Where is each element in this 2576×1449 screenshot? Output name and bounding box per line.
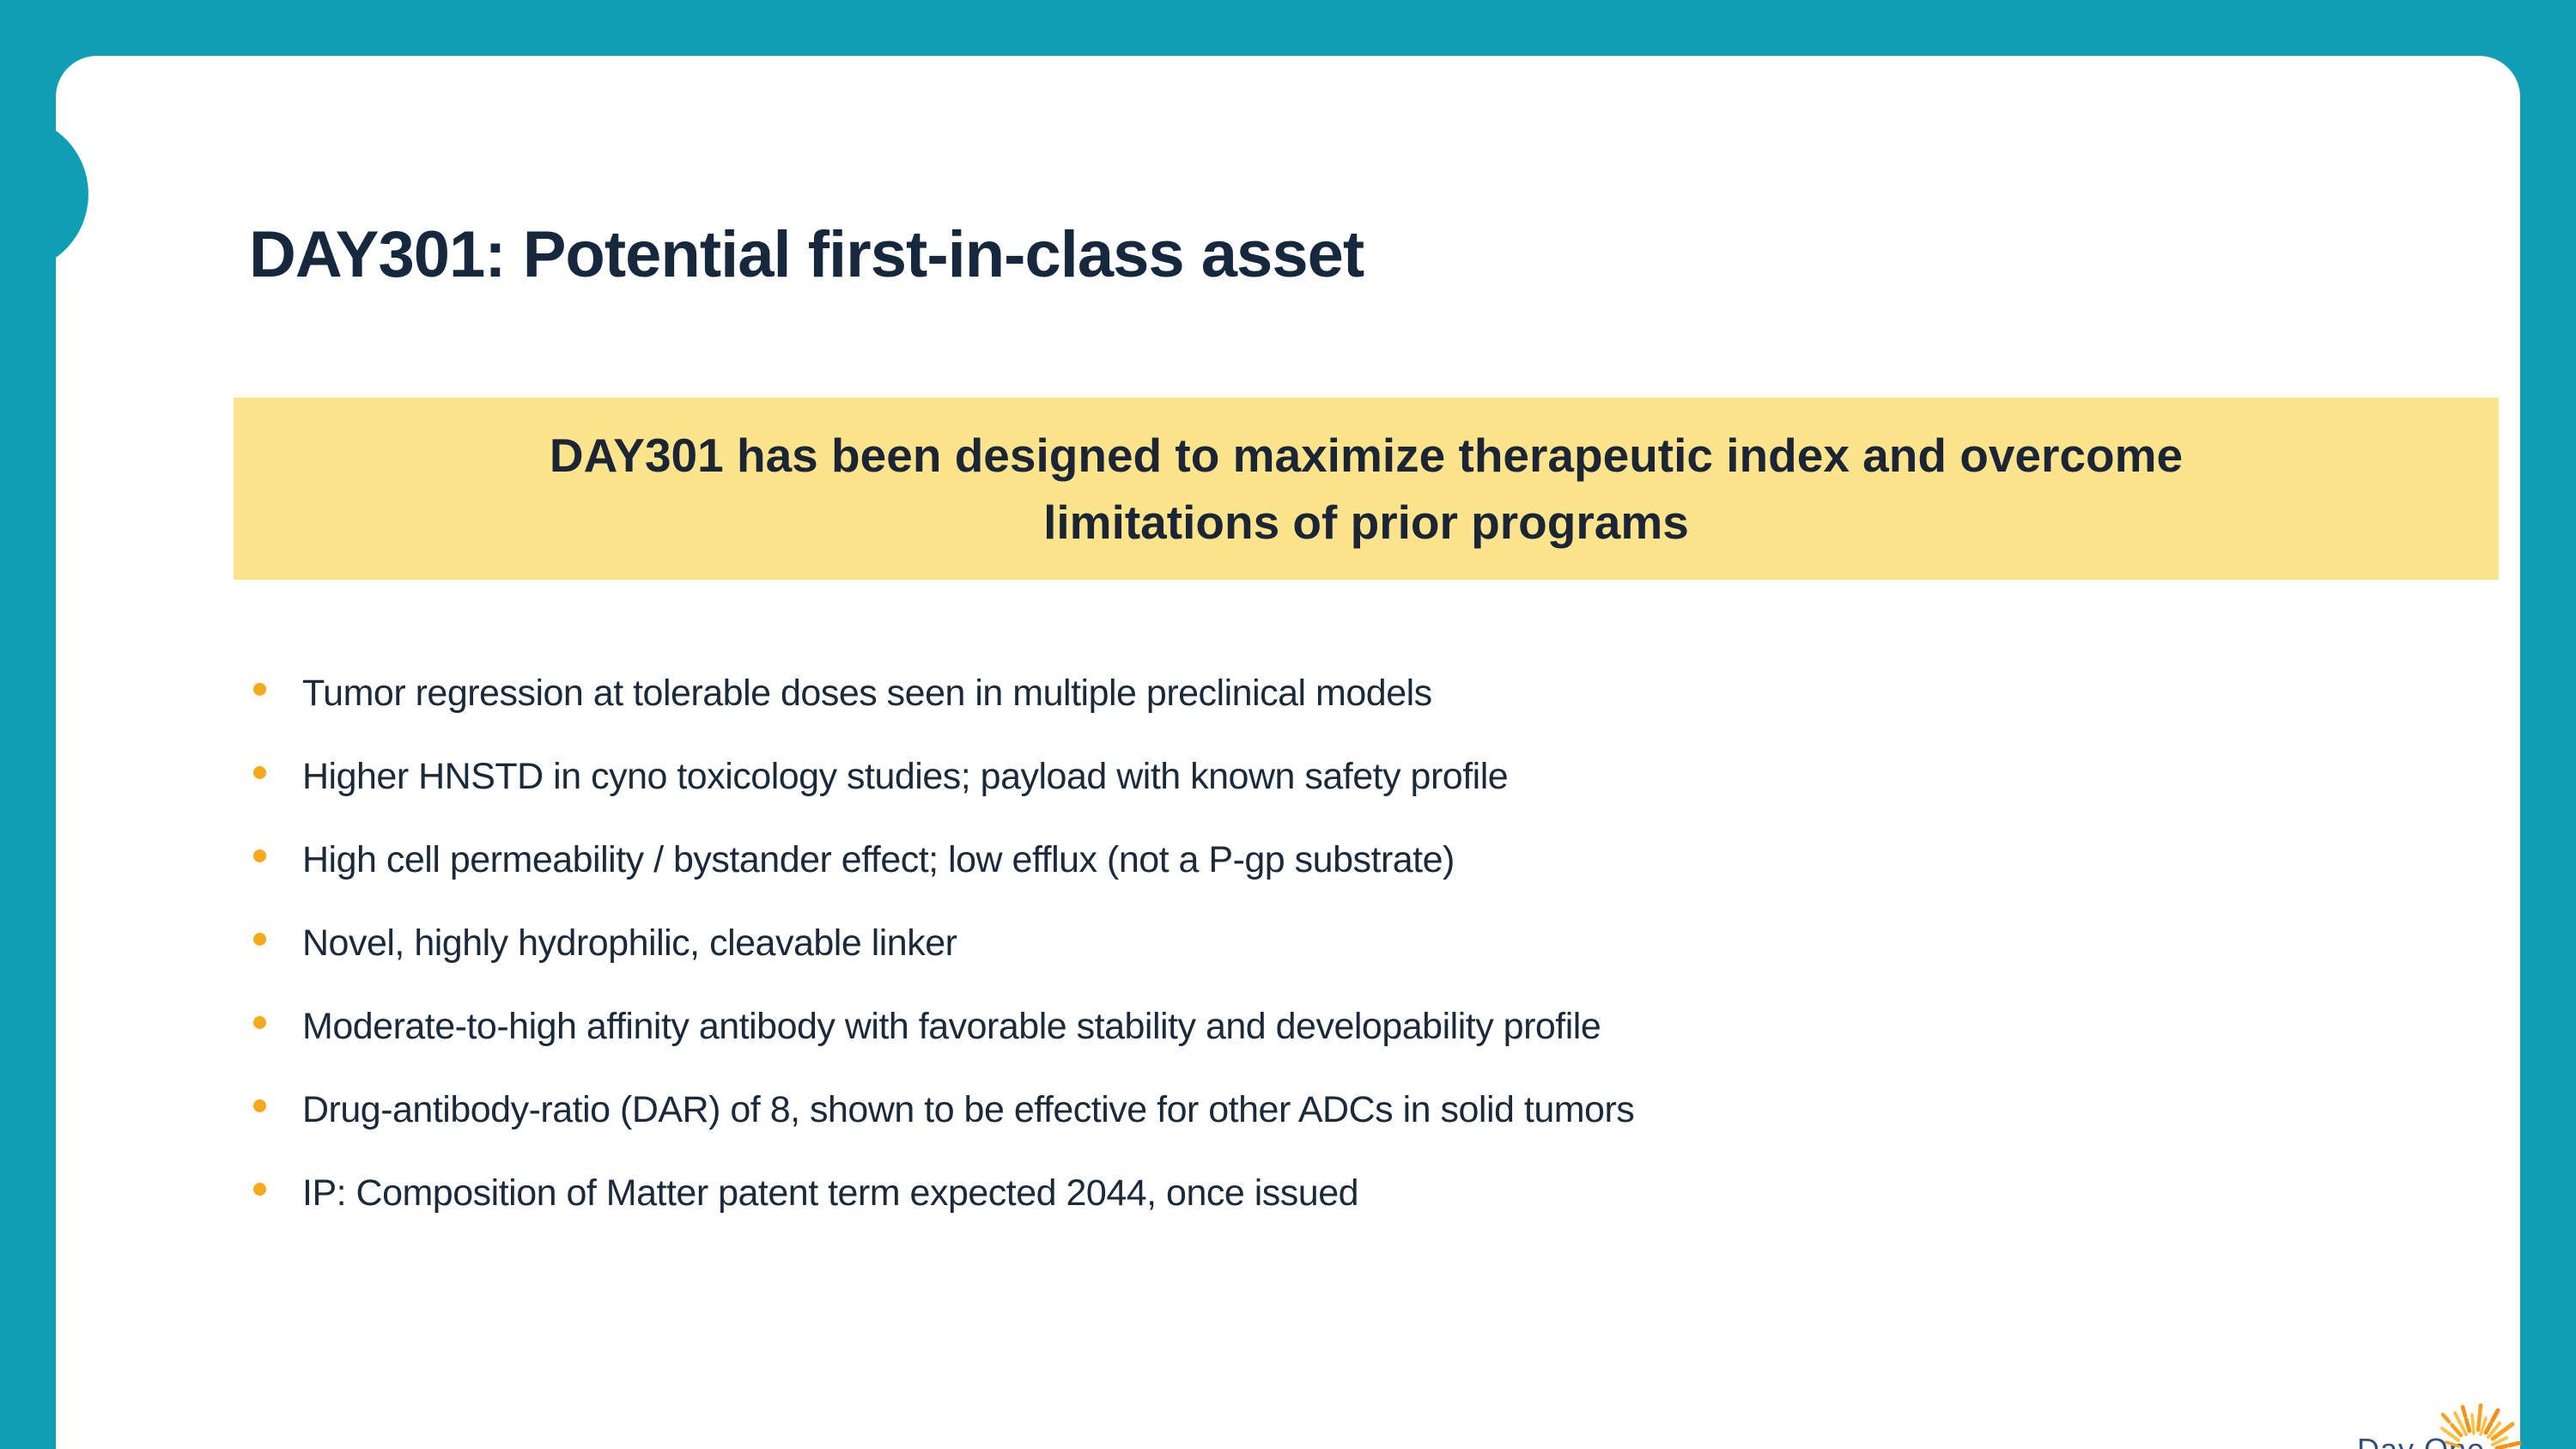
slide-title: DAY301: Potential first-in-class asset xyxy=(249,218,1364,291)
list-item: Moderate-to-high affinity antibody with … xyxy=(253,985,1634,1068)
banner-line-2: limitations of prior programs xyxy=(1043,496,1689,549)
bullet-icon xyxy=(253,1016,266,1029)
bullet-list: Tumor regression at tolerable doses seen… xyxy=(253,652,1635,1235)
bullet-text: Moderate-to-high affinity antibody with … xyxy=(302,1006,1601,1047)
list-item: IP: Composition of Matter patent term ex… xyxy=(253,1152,1634,1235)
sunburst-icon xyxy=(2440,1403,2522,1449)
bullet-icon xyxy=(253,766,266,779)
bullet-icon xyxy=(253,1183,266,1196)
list-item: Tumor regression at tolerable doses seen… xyxy=(253,652,1634,735)
list-item: High cell permeability / bystander effec… xyxy=(253,819,1634,902)
bullet-text: Tumor regression at tolerable doses seen… xyxy=(302,673,1432,714)
bullet-icon xyxy=(253,683,266,696)
list-item: Drug-antibody-ratio (DAR) of 8, shown to… xyxy=(253,1068,1635,1152)
bullet-text: High cell permeability / bystander effec… xyxy=(302,839,1455,880)
banner-line-1: DAY301 has been designed to maximize the… xyxy=(549,429,2184,482)
bullet-icon xyxy=(253,933,266,946)
day-one-logo: Day One BIOPHARMACEUTICALS xyxy=(2357,1403,2576,1449)
bullet-text: IP: Composition of Matter patent term ex… xyxy=(302,1172,1359,1214)
list-item: Novel, highly hydrophilic, cleavable lin… xyxy=(253,902,1634,985)
bullet-text: Drug-antibody-ratio (DAR) of 8, shown to… xyxy=(302,1089,1635,1130)
bullet-text: Novel, highly hydrophilic, cleavable lin… xyxy=(302,922,957,964)
bullet-text: Higher HNSTD in cyno toxicology studies;… xyxy=(302,756,1509,797)
bullet-icon xyxy=(253,1099,266,1112)
slide-surface: DAY301: Potential first-in-class asset D… xyxy=(56,56,2522,1449)
bullet-icon xyxy=(253,849,266,862)
highlight-banner: DAY301 has been designed to maximize the… xyxy=(234,398,2499,580)
list-item: Higher HNSTD in cyno toxicology studies;… xyxy=(253,735,1634,819)
